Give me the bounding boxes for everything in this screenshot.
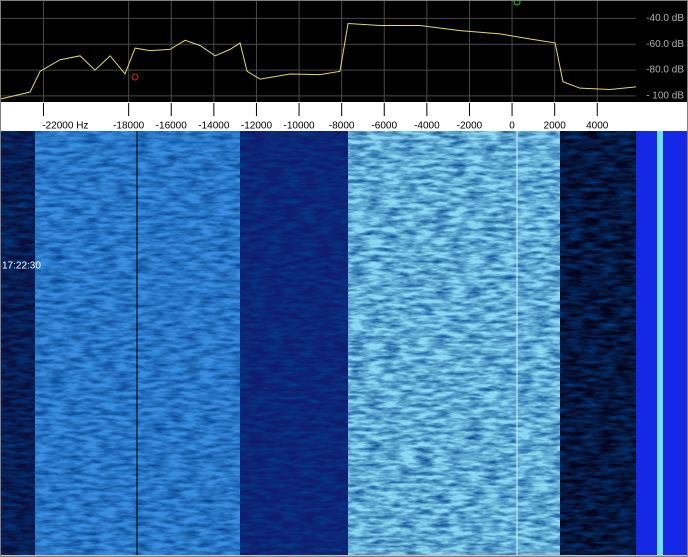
waterfall-carrier: [657, 131, 663, 555]
x-tick-label: -22000 Hz: [42, 121, 88, 132]
x-tick-label: -14000: [198, 121, 230, 132]
marker: [131, 73, 139, 81]
x-tick-label: 4000: [586, 121, 609, 132]
x-tick-label: -2000: [457, 121, 483, 132]
x-tick-label: -6000: [371, 121, 397, 132]
y-tick-label: - 100 dB: [646, 91, 684, 102]
x-tick-label: -16000: [156, 121, 188, 132]
y-tick-label: -60.0 dB: [646, 39, 684, 50]
waterfall-texture: [0, 131, 636, 555]
timestamp: 17:22:30: [2, 261, 41, 272]
waterfall: 17:22:30: [0, 131, 688, 555]
y-tick-label: -80.0 dB: [646, 65, 684, 76]
x-tick-label: -18000: [113, 121, 145, 132]
spectrum-panel: [0, 0, 688, 102]
marker: [513, 0, 521, 6]
spectrum-trace: [0, 23, 637, 100]
x-tick-label: 2000: [544, 121, 567, 132]
x-tick-label: 0: [509, 121, 515, 132]
x-tick-label: -8000: [329, 121, 355, 132]
y-tick-label: -40.0 dB: [646, 13, 684, 24]
x-tick-label: -12000: [241, 121, 273, 132]
x-tick-label: -10000: [283, 121, 315, 132]
x-tick-label: -4000: [414, 121, 440, 132]
frequency-ruler: [0, 102, 688, 131]
